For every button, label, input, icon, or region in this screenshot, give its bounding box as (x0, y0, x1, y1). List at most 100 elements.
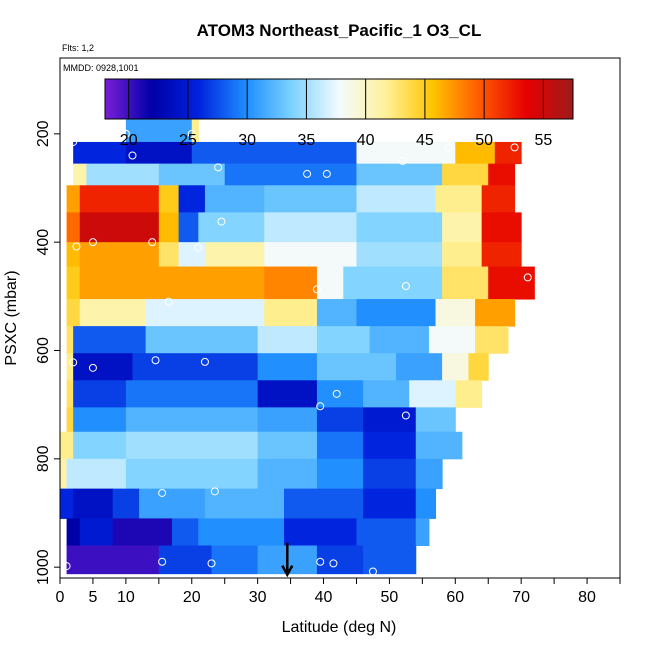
x-tick-label: 50 (381, 589, 399, 606)
sample-point (69, 358, 78, 367)
heatmap-cell (60, 488, 74, 519)
x-tick-label: 20 (183, 589, 201, 606)
heatmap-cell (211, 545, 259, 575)
heatmap-cell (356, 299, 437, 327)
heatmap-cell (191, 141, 357, 165)
heatmap-cell (66, 299, 81, 327)
heatmap-cell (442, 242, 483, 268)
sample-point (510, 143, 519, 152)
heatmap-cell (455, 380, 483, 408)
sample-point (158, 488, 167, 497)
sample-point (316, 557, 325, 566)
x-axis: 0 5 10 20 30 40 50 60 70 80 (56, 577, 621, 606)
heatmap-cell (66, 518, 81, 546)
colorbar: 20 25 30 35 40 45 50 55 (104, 78, 574, 149)
heatmap-cell (132, 353, 259, 381)
x-tick-label: 40 (315, 589, 333, 606)
sample-points (62, 129, 532, 576)
heatmap-cell (481, 242, 522, 268)
heatmap-cell (66, 458, 127, 490)
flights-annotation: Flts: 1,2 (62, 43, 94, 53)
heatmap-cell (204, 488, 285, 519)
heatmap-cell (264, 299, 318, 327)
sample-point (62, 562, 71, 571)
heatmap-cell (257, 431, 318, 460)
heatmap-cell (112, 518, 173, 546)
y-tick-label: 200 (35, 120, 52, 147)
heatmap-cell (363, 407, 417, 433)
x-tick-label: 70 (512, 589, 530, 606)
sample-point (88, 238, 97, 247)
heatmap-cell (73, 326, 147, 354)
heatmap-cell (356, 518, 417, 546)
x-tick-label: 60 (446, 589, 464, 606)
y-tick-label: 800 (35, 445, 52, 472)
heatmap-cell (363, 431, 417, 460)
heatmap-cell (79, 212, 160, 243)
heatmap-cell (158, 185, 180, 213)
chart-title: ATOM3 Northeast_Pacific_1 O3_CL (197, 21, 482, 40)
heatmap-cell (79, 266, 265, 300)
sample-point (312, 285, 321, 294)
heatmap-cell (369, 326, 430, 354)
heatmap-cell (428, 326, 476, 354)
heatmap-cell (79, 299, 147, 327)
heatmap-cell (442, 266, 489, 300)
heatmap-cell (125, 458, 259, 490)
sample-point (164, 297, 173, 306)
colorbar-tick-label: 35 (298, 132, 316, 149)
heatmap-cell (363, 380, 410, 408)
heatmap-cell (363, 545, 417, 575)
y-tick-label: 400 (35, 229, 52, 256)
colorbar-tick-label: 20 (120, 132, 138, 149)
sample-point (158, 557, 167, 566)
colorbar-tick-label: 30 (238, 132, 256, 149)
heatmap-cell (224, 163, 357, 186)
heatmap-cell (73, 380, 127, 408)
sample-point (523, 273, 532, 282)
latitude-marker-arrow (281, 542, 294, 578)
sample-point (398, 156, 407, 165)
heatmap-cell (264, 185, 357, 213)
heatmap-cell (125, 407, 259, 433)
heatmap-cell (475, 299, 516, 327)
heatmap-cell (178, 185, 206, 213)
x-tick-label: 10 (117, 589, 135, 606)
y-axis: 200 400 600 800 1000 (35, 58, 61, 585)
heatmap-cell (264, 242, 357, 268)
heatmap-cell (442, 353, 469, 381)
sample-point (194, 243, 203, 252)
heatmap-cell (178, 212, 199, 243)
heatmap-cell (316, 545, 364, 575)
heatmap-cell (158, 163, 226, 186)
heatmap-cell (125, 380, 259, 408)
heatmap-cell (198, 518, 285, 546)
heatmap-cell (316, 353, 397, 381)
heatmap-cell (125, 141, 193, 165)
sample-point (210, 487, 219, 496)
heatmap-cell (66, 407, 74, 433)
heatmap-cell (396, 353, 443, 381)
colorbar-tick-label: 25 (179, 132, 197, 149)
heatmap-cell (316, 458, 364, 490)
heatmap-cell (356, 242, 443, 268)
heatmap-cell (66, 242, 81, 268)
x-axis-label: Latitude (deg N) (282, 619, 397, 636)
heatmap-cell (409, 380, 456, 408)
heatmap-cell (86, 163, 160, 186)
sample-point (121, 129, 130, 138)
sample-point (401, 411, 410, 420)
heatmap-cell (257, 326, 318, 354)
heatmap-cell (79, 518, 114, 546)
heatmap-cell (284, 518, 357, 546)
heatmap-cell (66, 212, 81, 243)
heatmap-cell (316, 407, 364, 433)
sample-point (207, 559, 216, 568)
heatmap-cell (442, 163, 489, 186)
heatmap-cell (125, 431, 259, 460)
heatmap-cell (481, 212, 522, 243)
sample-point (148, 238, 157, 247)
heatmap-cell (66, 380, 74, 408)
heatmap-cell (73, 353, 133, 381)
heatmap-cell (73, 407, 127, 433)
